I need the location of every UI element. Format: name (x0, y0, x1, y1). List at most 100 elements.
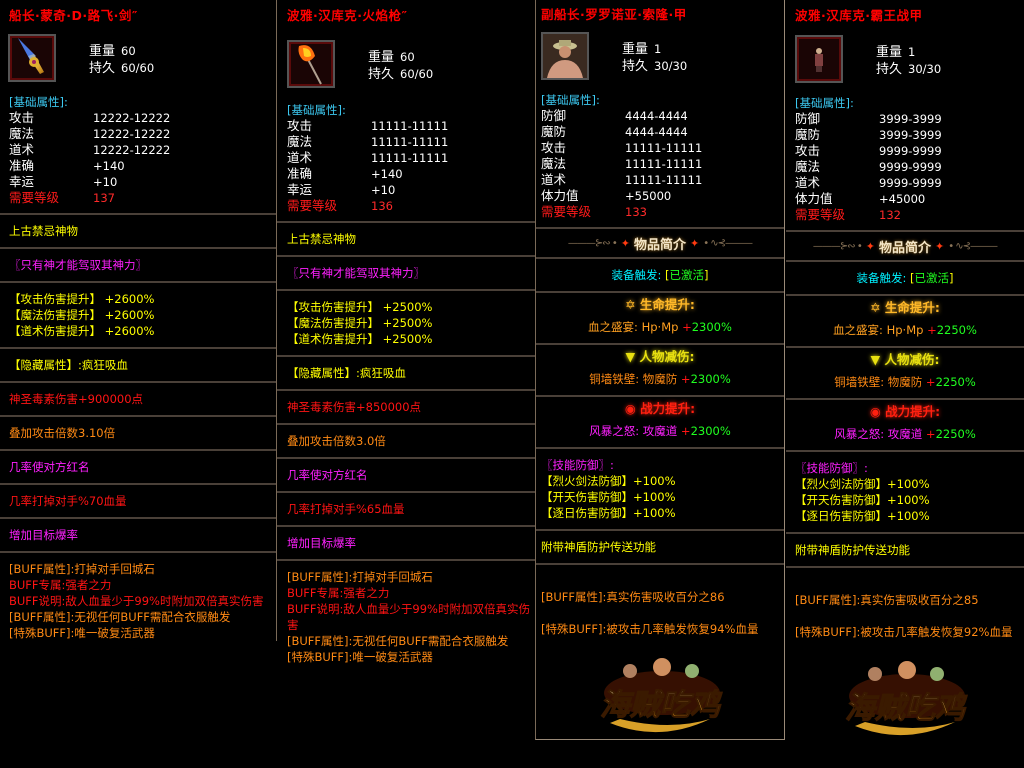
logo-text: 海贼吃鸡 (845, 691, 968, 726)
weight-durability: 重量 1 持久 30/30 (876, 44, 941, 78)
effect-segment: + (925, 375, 936, 389)
stat-label: 道术 (9, 142, 35, 157)
stat-row: 道术 11111-11111 (541, 172, 784, 188)
ornament-left-icon: ———⊱∾ • (812, 240, 863, 252)
attribute-line-segment: [ (665, 268, 670, 282)
stat-label: 道术 (795, 175, 821, 190)
attribute-line (541, 605, 784, 621)
attribute-line: 神圣毒素伤害+900000点 (9, 391, 276, 407)
stat-row: 体力值 +55000 (541, 188, 784, 204)
stat-row: 魔防 3999-3999 (795, 127, 1024, 143)
base-attributes: [基础属性]: 防御 3999-3999 魔防 3999-3999 攻击 9999-9999… (786, 95, 1024, 230)
effect-section: ▼ 人物减伤: 铜墙铁壁: 物魔防 +2300% (536, 343, 784, 395)
required-level-row: 需要等级 133 (541, 204, 784, 220)
attribute-line: 装备触发: [已激活] (536, 267, 784, 283)
base-attributes-header: [基础属性]: (795, 96, 854, 110)
attribute-section: 神圣毒素伤害+900000点 (0, 381, 276, 415)
stat-value: 9999-9999 (879, 176, 942, 190)
attribute-section: [BUFF属性]:打掉对手回城石 BUFF专属:强者之力 BUFF说明:敌人血量少于… (277, 559, 535, 673)
attribute-line: 【攻击伤害提升】 +2500% (287, 299, 535, 315)
diamond-icon: ✦ (620, 236, 630, 250)
effect-line: 铜墙铁壁: 物魔防 +2300% (536, 369, 784, 389)
required-level-value: 133 (625, 205, 647, 219)
attribute-line-segment: BUFF说明:敌人血量少于99%时附加双倍真实伤害 (9, 594, 264, 608)
attribute-line-segment: 【开天伤害防御】+100% (795, 493, 930, 507)
effect-segment: 风暴之怒: 攻魔道 (834, 427, 926, 441)
stat-row: 幸运 +10 (287, 182, 535, 198)
attribute-line: [BUFF属性]:打掉对手回城石 (287, 569, 535, 585)
stat-label: 体力值 (795, 191, 833, 206)
weight-row: 重量 60 (89, 43, 154, 60)
attribute-line: [BUFF属性]:无视任何BUFF需配合衣服触发 (287, 633, 535, 649)
attribute-section: 〖技能防御〗: 【烈火剑法防御】+100% 【开天伤害防御】+100% 【逐日伤害防御… (536, 447, 784, 529)
durability-row: 持久 30/30 (876, 61, 941, 78)
item-intro-header: ———⊱∾ • ✦ 物品简介 ✦ • ∿⊰——— (786, 230, 1024, 260)
stat-label: 攻击 (795, 143, 821, 158)
flame-spear-icon (287, 40, 335, 88)
attribute-line-segment: 〖只有神才能驾驭其神力〗 (9, 258, 147, 272)
attribute-line-segment: 上古禁忌神物 (9, 224, 78, 238)
attribute-line-segment: [BUFF属性]:无视任何BUFF需配合衣服触发 (287, 634, 509, 648)
stat-row: 体力值 +45000 (795, 191, 1024, 207)
effect-segment: 2300% (691, 320, 732, 334)
attribute-section: 几率使对方红名 (0, 449, 276, 483)
base-attributes-header: [基础属性]: (287, 103, 346, 117)
stat-label: 准确 (287, 166, 313, 181)
effect-segment: 血之盛宴: Hp·Mp (833, 323, 928, 337)
weight-row: 重量 1 (876, 44, 941, 61)
stat-row: 幸运 +10 (9, 174, 276, 190)
attribute-line-segment: BUFF专属:强者之力 (9, 578, 112, 592)
base-attributes: [基础属性]: 攻击 12222-12222 魔法 12222-12222 道术 12222… (0, 94, 276, 213)
attribute-line: 【隐藏属性】:疯狂吸血 (9, 357, 276, 373)
effect-line: 风暴之怒: 攻魔道 +2250% (786, 424, 1024, 444)
attribute-line-segment: 【隐藏属性】:疯狂吸血 (287, 366, 406, 380)
diamond-icon: ✦ (935, 239, 945, 253)
attribute-line: 【烈火剑法防御】+100% (541, 473, 784, 489)
attribute-section: 【隐藏属性】:疯狂吸血 (0, 347, 276, 381)
attribute-line-segment: 【开天伤害防御】+100% (541, 490, 676, 504)
item-title: 船长·蒙奇·D·路飞·剑″ (9, 8, 138, 23)
ornament-left-icon: ———⊱∾ • (567, 237, 618, 249)
attribute-line-segment: 附带神盾防护传送功能 (795, 543, 910, 557)
required-level-label: 需要等级 (541, 204, 592, 219)
star-icon: ✡ (625, 297, 640, 312)
weight-label: 重量 (368, 50, 395, 65)
attribute-line: 几率使对方红名 (287, 467, 535, 483)
stat-row: 攻击 12222-12222 (9, 110, 276, 126)
stat-row: 道术 11111-11111 (287, 150, 535, 166)
stat-value: 9999-9999 (879, 144, 942, 158)
attribute-line-segment: [ (910, 271, 915, 285)
effect-segment: 铜墙铁壁: 物魔防 (589, 372, 681, 386)
star-icon: ✡ (870, 300, 885, 315)
stat-value: 11111-11111 (625, 173, 703, 187)
attribute-line-segment: ] (949, 271, 954, 285)
stat-row: 道术 12222-12222 (9, 142, 276, 158)
attribute-line: [特殊BUFF]:唯一破复活武器 (287, 649, 535, 665)
attribute-line: 【隐藏属性】:疯狂吸血 (287, 365, 535, 381)
attribute-line: BUFF专属:强者之力 (287, 585, 535, 601)
effect-line: 铜墙铁壁: 物魔防 +2250% (786, 372, 1024, 392)
stat-value: +55000 (625, 189, 672, 203)
stat-value: 12222-12222 (93, 143, 171, 157)
attribute-line: [特殊BUFF]:唯一破复活武器 (9, 625, 276, 641)
attribute-section: 〖只有神才能驾驭其神力〗 (0, 247, 276, 281)
item-header: 重量 60 持久 60/60 (0, 34, 276, 82)
stat-label: 道术 (287, 150, 313, 165)
attribute-line-segment: 【攻击伤害提升】 +2500% (287, 300, 433, 314)
ornament-right-icon: • ∿⊰——— (703, 237, 753, 249)
attribute-section: 几率打掉对手%70血量 (0, 483, 276, 517)
stat-value: 4444-4444 (625, 125, 688, 139)
effect-header: ▼ 人物减伤: (536, 347, 784, 367)
attribute-line: 【道术伤害提升】 +2600% (9, 323, 276, 339)
effect-segment: 血之盛宴: Hp·Mp (588, 320, 683, 334)
attribute-line: 【逐日伤害防御】+100% (541, 505, 784, 521)
stat-row: 防御 4444-4444 (541, 108, 784, 124)
target-icon: ◉ (869, 404, 886, 419)
attribute-line-segment: 【攻击伤害提升】 +2600% (9, 292, 155, 306)
attribute-section: 【攻击伤害提升】 +2600% 【魔法伤害提升】 +2600% 【道术伤害提升】 +… (0, 281, 276, 347)
durability-value: 60/60 (121, 61, 155, 75)
effect-segment: + (680, 372, 691, 386)
attribute-line: 附带神盾防护传送功能 (541, 539, 784, 555)
attribute-line: 〖技能防御〗: (541, 457, 784, 473)
effect-header: ▼ 人物减伤: (786, 350, 1024, 370)
